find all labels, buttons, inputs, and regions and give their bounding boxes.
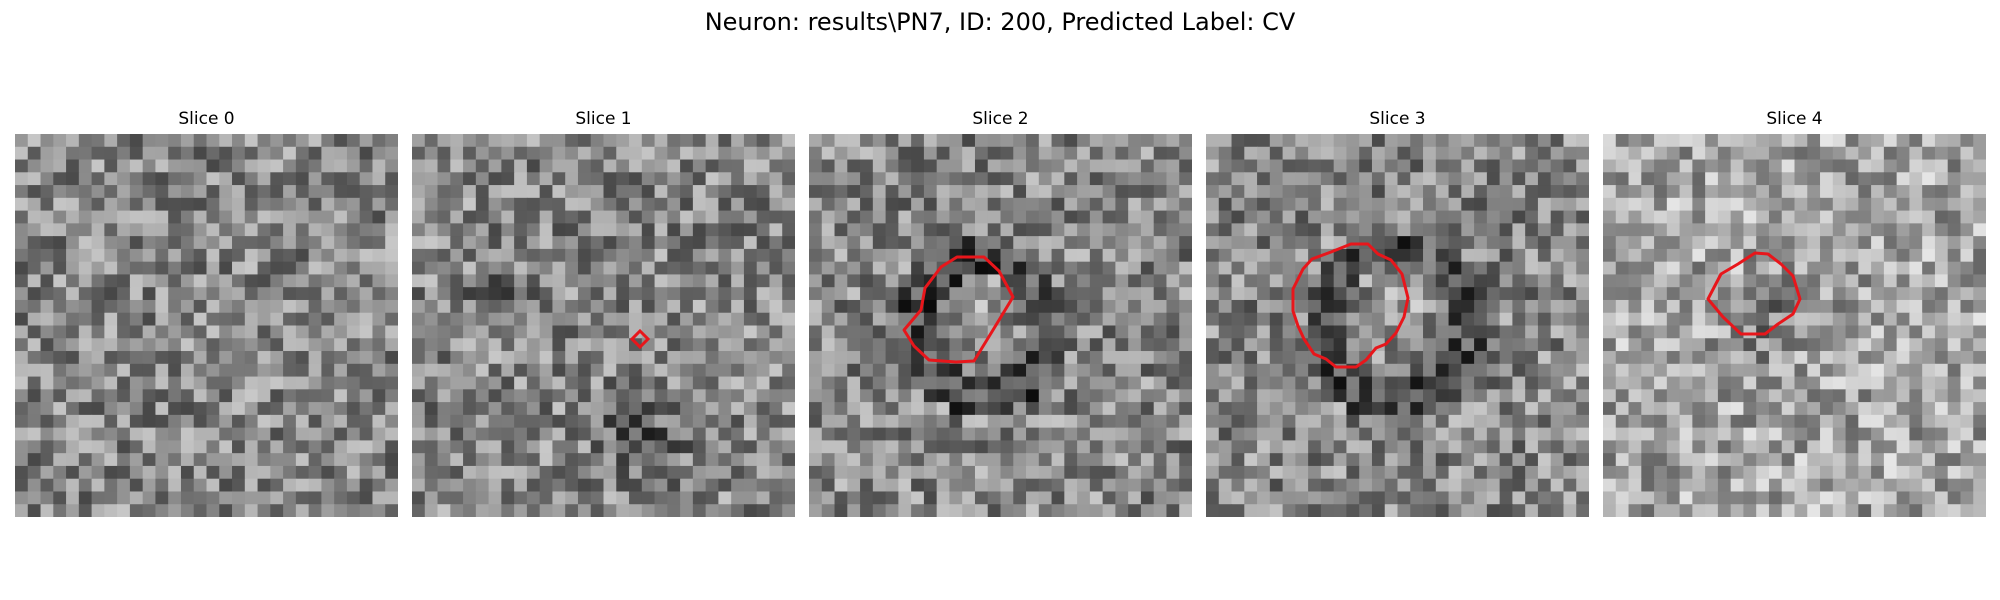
slice-title-3: Slice 3 [1369,109,1426,129]
slice-image-0 [15,134,398,517]
grayscale-tiles [412,134,795,517]
figure-title: Neuron: results\PN7, ID: 200, Predicted … [704,8,1296,36]
contour-outline [629,328,651,350]
slice-image-4 [1603,134,1986,517]
contour-outline [902,255,1015,364]
contour-outline [1706,251,1802,336]
grayscale-tiles [809,134,1192,517]
slice-panel-0: Slice 0 [15,108,398,517]
slice-panel-1: Slice 1 [412,108,795,517]
slice-title-1: Slice 1 [575,109,632,129]
slice-image-1 [412,134,795,517]
slice-panel-2: Slice 2 [809,108,1192,517]
slice-panel-3: Slice 3 [1206,108,1589,517]
slice-panel-4: Slice 4 [1603,108,1986,517]
slice-image-3 [1206,134,1589,517]
contour-outline [1291,242,1410,369]
grayscale-tiles [15,134,398,517]
grayscale-tiles [1603,134,1986,517]
grayscale-tiles [1206,134,1589,517]
slice-image-2 [809,134,1192,517]
slice-title-2: Slice 2 [972,109,1029,129]
slice-title-0: Slice 0 [178,109,235,129]
slice-title-4: Slice 4 [1766,109,1823,129]
